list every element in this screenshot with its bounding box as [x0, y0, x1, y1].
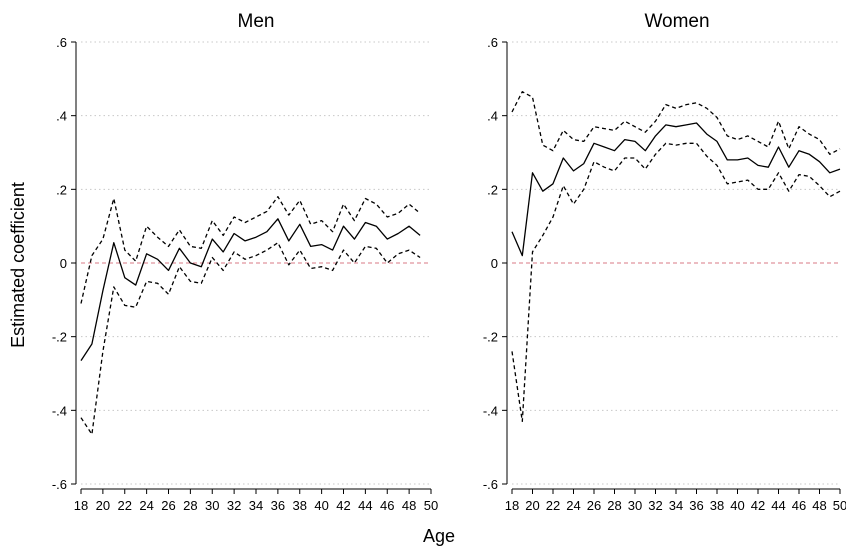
women-x-tick-label-0: 18	[505, 498, 519, 513]
men-estimate-line	[80, 218, 421, 361]
women-x-tick-label-2: 22	[546, 498, 560, 513]
women-axes: -.6 -.4 -.2 0 .2 .4 .6 18 20 22 24 26 28 30 32 34 36 38 40…	[483, 35, 846, 513]
men-x-tick-label-7: 32	[227, 498, 241, 513]
men-x-tick-label-9: 36	[271, 498, 285, 513]
men-x-tick-label-3: 24	[139, 498, 153, 513]
women-grid	[512, 41, 840, 485]
men-upper-line	[80, 196, 421, 304]
men-x-tick-label-11: 40	[314, 498, 328, 513]
women-lower-line	[511, 142, 841, 423]
men-x-tick-label-10: 38	[293, 498, 307, 513]
women-x-tick-label-16: 50	[833, 498, 846, 513]
men-x-tick-label-14: 46	[380, 498, 394, 513]
men-x-tick-label-8: 34	[249, 498, 263, 513]
men-x-tick-label-5: 28	[183, 498, 197, 513]
men-x-tick-label-12: 42	[336, 498, 350, 513]
women-x-tick-label-9: 36	[689, 498, 703, 513]
women-x-tick-label-8: 34	[669, 498, 683, 513]
women-x-tick-label-13: 44	[771, 498, 785, 513]
women-series	[511, 91, 841, 423]
men-y-tick-label-1: -.4	[52, 403, 67, 418]
women-upper-line	[511, 91, 841, 155]
men-y-tick-label-0: -.6	[52, 477, 67, 492]
men-x-tick-label-13: 44	[358, 498, 372, 513]
women-x-tick-label-1: 20	[525, 498, 539, 513]
women-x-tick-label-6: 30	[628, 498, 642, 513]
women-y-tick-label-6: .6	[487, 35, 498, 50]
men-series	[80, 196, 421, 435]
men-y-tick-label-4: .2	[56, 182, 67, 197]
men-y-tick-label-2: -.2	[52, 330, 67, 345]
men-axes: -.6 -.4 -.2 0 .2 .4 .6 18 20 22 24 26 28 30 32 34 36 38 40…	[52, 35, 438, 513]
y-axis-title: Estimated coefficient	[8, 182, 28, 348]
men-x-tick-label-1: 20	[96, 498, 110, 513]
men-x-tick-label-2: 22	[118, 498, 132, 513]
men-y-tick-label-5: .4	[56, 109, 67, 124]
panel-title-men: Men	[238, 11, 275, 32]
women-y-tick-label-1: -.4	[483, 403, 498, 418]
women-x-tick-label-3: 24	[566, 498, 580, 513]
women-x-tick-label-12: 42	[751, 498, 765, 513]
panel-men: Men -.6 -.4 -.2 0 .2 .4 .6 18 20 22 24 26 28 30 32 34 36…	[52, 11, 438, 513]
women-x-tick-label-5: 28	[607, 498, 621, 513]
women-y-tick-label-5: .4	[487, 109, 498, 124]
men-x-tick-label-4: 26	[161, 498, 175, 513]
women-x-tick-label-15: 48	[812, 498, 826, 513]
women-y-tick-label-4: .2	[487, 182, 498, 197]
women-y-tick-label-0: -.6	[483, 477, 498, 492]
panel-title-women: Women	[644, 11, 709, 32]
women-y-tick-label-2: -.2	[483, 330, 498, 345]
women-x-tick-label-10: 38	[710, 498, 724, 513]
men-x-tick-label-6: 30	[205, 498, 219, 513]
women-y-tick-label-3: 0	[491, 256, 498, 271]
x-axis-title: Age	[423, 526, 455, 546]
women-x-tick-label-11: 40	[730, 498, 744, 513]
women-x-tick-label-14: 46	[792, 498, 806, 513]
men-x-tick-label-0: 18	[74, 498, 88, 513]
men-y-tick-label-6: .6	[56, 35, 67, 50]
panel-women: Women -.6 -.4 -.2 0 .2 .4 .6 18 20 22 24 26 28 30 32 34…	[483, 11, 846, 513]
women-x-tick-label-7: 32	[648, 498, 662, 513]
men-lower-line	[80, 242, 421, 435]
women-x-tick-label-4: 26	[587, 498, 601, 513]
women-estimate-line	[511, 122, 841, 257]
men-x-tick-label-16: 50	[424, 498, 438, 513]
men-x-tick-label-15: 48	[402, 498, 416, 513]
men-y-tick-label-3: 0	[60, 256, 67, 271]
